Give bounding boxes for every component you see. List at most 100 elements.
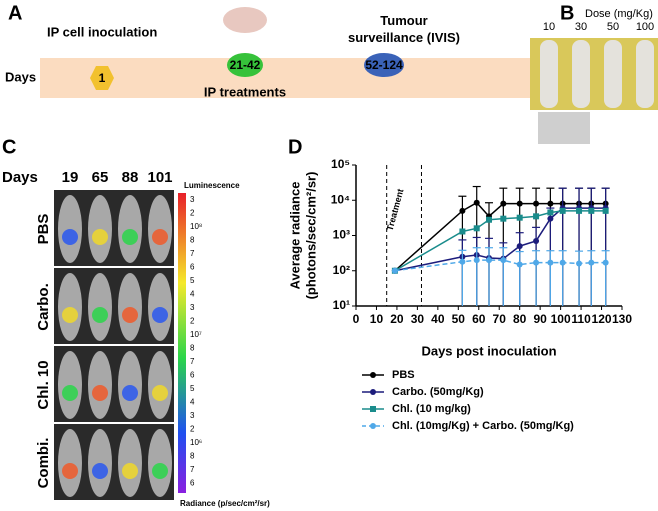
marker [559, 259, 566, 266]
row-label: PBS [35, 214, 52, 245]
signal [122, 463, 138, 479]
series-line [394, 259, 606, 272]
days-label: Days [5, 69, 36, 84]
treatments-label: IP treatments [204, 84, 286, 99]
y-tick-label: 10³ [333, 228, 350, 242]
colorbar-label: 6 [190, 371, 195, 380]
y-tick-label: 10⁵ [331, 157, 350, 171]
signal [62, 229, 78, 245]
y-tick-label: 10² [333, 263, 350, 277]
x-tick-label: 30 [411, 312, 425, 326]
colorbar-label: 10⁸ [190, 222, 202, 231]
marker [533, 259, 540, 266]
colorbar-label: 2 [190, 317, 195, 326]
marker [547, 215, 554, 222]
signal [152, 229, 168, 245]
x-tick-label: 130 [612, 312, 632, 326]
x-tick-label: 90 [533, 312, 547, 326]
signal [62, 307, 78, 323]
y-axis-label: Average radiance [287, 182, 302, 290]
marker [473, 257, 480, 264]
marker [459, 228, 466, 235]
signal [152, 385, 168, 401]
day-label: 52-124 [365, 58, 403, 72]
x-tick-label: 80 [513, 312, 527, 326]
marker [533, 213, 540, 220]
marker [559, 207, 566, 214]
colorbar-label: 2 [190, 425, 195, 434]
panel-letter: C [2, 136, 16, 158]
marker [459, 207, 466, 214]
legend-label: Chl. (10mg/Kg) + Carbo. (50mg/Kg) [392, 420, 574, 432]
x-axis-label: Days post inoculation [421, 343, 556, 358]
signal [92, 229, 108, 245]
y-axis-label: (photons/sec/cm²/sr) [303, 172, 318, 300]
tubes-closeup [538, 112, 590, 144]
colorbar-label: 5 [190, 384, 195, 393]
marker [602, 259, 609, 266]
mouse-image [223, 7, 267, 33]
signal [152, 307, 168, 323]
marker [473, 199, 480, 206]
marker [547, 259, 554, 266]
tube [636, 40, 654, 108]
inoculation-label: IP cell inoculation [47, 24, 157, 39]
day-marker [227, 53, 263, 77]
marker [486, 216, 492, 223]
marker [602, 207, 609, 214]
marker [459, 258, 466, 265]
colorbar-label: 6 [190, 479, 195, 488]
marker [588, 259, 595, 266]
dose-title: Dose (mg/Kg) [585, 8, 653, 20]
marker [391, 267, 398, 274]
colorbar-label: 3 [190, 303, 195, 312]
day-label: 1 [99, 71, 106, 85]
colorbar-label: 4 [190, 290, 195, 299]
colorbar [178, 193, 186, 493]
row-label: Combi. [35, 438, 52, 489]
legend-marker [370, 372, 376, 378]
colorbar-label: 3 [190, 411, 195, 420]
day-marker [364, 53, 404, 77]
signal [122, 385, 138, 401]
tube [572, 40, 590, 108]
colorbar-label: 3 [190, 195, 195, 204]
y-tick-label: 10⁴ [331, 192, 350, 206]
colorbar-label: 5 [190, 276, 195, 285]
day-marker [90, 66, 114, 90]
marker [516, 261, 523, 268]
dose-label: 100 [636, 21, 654, 33]
signal [92, 463, 108, 479]
colorbar-title: Luminescence [184, 181, 240, 190]
tube [604, 40, 622, 108]
colorbar-label: 10⁷ [190, 330, 202, 339]
legend-label: Carbo. (50mg/Kg) [392, 386, 484, 398]
text: Tumour [380, 13, 427, 28]
colorbar-label: 8 [190, 236, 195, 245]
marker [516, 200, 523, 207]
legend-label: Chl. (10 mg/kg) [392, 403, 471, 415]
legend-marker [370, 389, 376, 395]
day-label: 65 [92, 169, 109, 186]
colorbar-label: 8 [190, 344, 195, 353]
timeline-arrow [40, 58, 615, 98]
surveillance-label: Tumour surveillance (IVIS) [348, 13, 460, 45]
colorbar-label: 10⁶ [190, 438, 202, 447]
marker [547, 209, 554, 216]
marker [533, 200, 540, 207]
legend-marker [370, 406, 376, 412]
signal [152, 463, 168, 479]
x-tick-label: 110 [571, 312, 591, 326]
x-tick-label: 60 [472, 312, 486, 326]
marker [473, 225, 480, 232]
series-line [394, 210, 606, 272]
signal [92, 307, 108, 323]
tube [540, 40, 558, 108]
marker [516, 243, 523, 250]
colorbar-label: 7 [190, 357, 195, 366]
x-tick-label: 10 [370, 312, 384, 326]
signal [62, 463, 78, 479]
day-label: 88 [122, 169, 139, 186]
marker [516, 214, 523, 221]
